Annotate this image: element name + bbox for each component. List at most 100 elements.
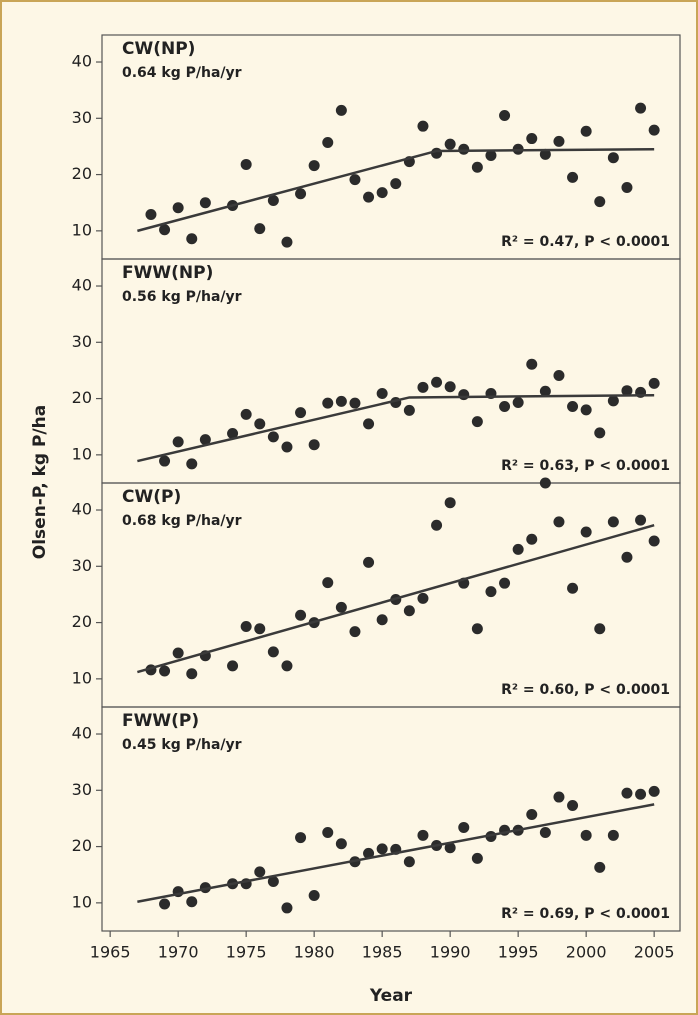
data-point [621,551,633,563]
panel-annotation: R² = 0.47, P < 0.0001 [501,234,670,250]
data-point [417,381,429,393]
data-point [594,623,606,635]
panel-annotation: R² = 0.69, P < 0.0001 [501,906,670,922]
y-tick-label: 10 [72,444,92,463]
data-point [335,395,347,407]
data-point [607,152,619,164]
y-tick-label: 20 [72,836,92,855]
data-point [335,601,347,613]
data-point [648,124,660,136]
panel-subtitle: 0.56 kg P/ha/yr [122,289,242,305]
data-point [349,626,361,638]
data-point [458,389,470,401]
x-axis-label: Year [369,986,413,1006]
data-point [526,533,538,545]
data-point [594,427,606,439]
y-tick-label: 20 [72,164,92,183]
data-point [594,861,606,873]
trend-line [137,803,655,903]
data-point [499,577,511,589]
x-tick-label: 1970 [158,943,199,962]
data-point [635,102,647,114]
data-point [444,138,456,150]
data-point [227,660,239,672]
data-point [607,829,619,841]
y-axis-label: Olsen-P, kg P/ha [30,405,50,559]
panel-title: CW(NP) [122,39,195,59]
data-point [403,404,415,416]
data-point [254,866,266,878]
data-point [635,788,647,800]
data-point [567,582,579,594]
data-point [539,827,551,839]
data-point [471,161,483,173]
data-point [267,875,279,887]
panel-subtitle: 0.68 kg P/ha/yr [122,513,242,529]
y-tick-label: 30 [72,556,92,575]
data-point [240,158,252,170]
data-point [471,852,483,864]
data-point [349,397,361,409]
data-point [322,577,334,589]
y-tick-label: 20 [72,612,92,631]
data-point [322,827,334,839]
data-point [281,902,293,914]
data-point [471,623,483,635]
data-point [349,174,361,186]
data-point [363,418,375,430]
panel-annotation: R² = 0.60, P < 0.0001 [501,682,670,698]
data-point [267,431,279,443]
panel-subtitle: 0.45 kg P/ha/yr [122,737,242,753]
data-point [159,898,171,910]
data-point [621,787,633,799]
data-point [376,614,388,626]
data-point [254,223,266,235]
panel-title: CW(P) [122,487,181,507]
data-point [159,665,171,677]
y-tick-label: 40 [72,500,92,519]
data-point [322,397,334,409]
data-point [240,408,252,420]
data-point [512,543,524,555]
x-tick-label: 1985 [362,943,403,962]
data-point [648,377,660,389]
data-point [281,660,293,672]
data-point [539,385,551,397]
data-point [499,109,511,121]
data-point [580,526,592,538]
data-point [254,418,266,430]
data-point [308,890,320,902]
y-tick-label: 40 [72,724,92,743]
data-point [417,592,429,604]
x-tick-label: 1995 [498,943,539,962]
data-point [431,519,443,531]
data-point [444,497,456,509]
data-point [580,404,592,416]
data-point [553,135,565,147]
x-tick-label: 1980 [294,943,335,962]
data-point [567,799,579,811]
data-point [172,202,184,214]
data-point [417,829,429,841]
data-point [363,847,375,859]
data-point [499,400,511,412]
data-point [186,896,198,908]
panel-title: FWW(P) [122,711,199,731]
data-point [417,120,429,132]
trend-line [137,393,655,463]
panel-subtitle: 0.64 kg P/ha/yr [122,65,242,81]
data-point [172,436,184,448]
x-tick-label: 1975 [226,943,267,962]
data-point [403,856,415,868]
y-tick-label: 10 [72,892,92,911]
data-point [376,388,388,400]
data-point [403,605,415,617]
y-tick-label: 40 [72,52,92,71]
x-tick-label: 1965 [90,943,131,962]
data-point [159,455,171,467]
data-point [308,160,320,172]
data-point [580,125,592,137]
data-point [254,623,266,635]
y-tick-label: 40 [72,276,92,295]
data-point [526,133,538,145]
